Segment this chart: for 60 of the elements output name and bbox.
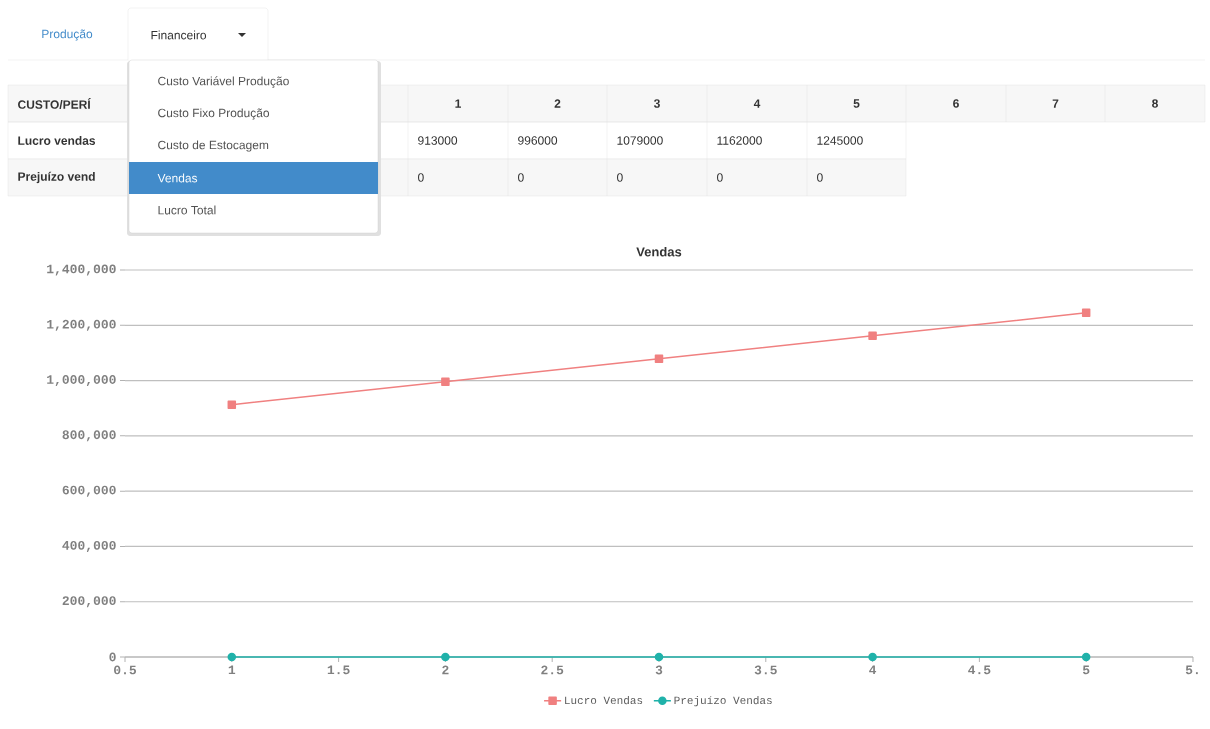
text: 8 (1152, 99, 1158, 108)
x-tick-label: 5. (1185, 665, 1198, 675)
text: 6 (953, 99, 959, 108)
x-tick-label: 3 (655, 665, 663, 675)
point (868, 652, 877, 662)
text: 996000 (518, 136, 558, 145)
text: Produção (42, 29, 93, 41)
x-tick-label: 5 (1082, 665, 1090, 675)
x-tick-label: 2 (442, 665, 449, 675)
x-tick-label: 2.5 (541, 665, 564, 675)
point (654, 354, 664, 363)
y-tick-label: 400,000 (62, 540, 116, 552)
x-tick-label: 4 (869, 665, 877, 675)
x-tick-label: 1 (228, 665, 236, 675)
point (1081, 652, 1091, 662)
text: Vendas (157, 173, 198, 183)
x-tick-label: 3.5 (754, 665, 777, 675)
text: Lucro Total (158, 205, 216, 215)
text: 5 (853, 99, 860, 108)
chart-title: Vendas (636, 246, 682, 257)
text: 0 (717, 173, 723, 182)
text: 2 (554, 99, 561, 108)
y-tick-label: 0 (109, 652, 116, 662)
point (1081, 308, 1091, 318)
text: CUSTO/PERÍ (18, 98, 91, 109)
text: Custo Fixo Produção (158, 108, 270, 120)
text: 0 (817, 173, 823, 182)
x-tick-label: 0.5 (114, 665, 137, 675)
point (868, 331, 877, 341)
point (441, 652, 450, 662)
text: 913000 (418, 136, 458, 145)
text: Financeiro (151, 30, 207, 40)
text: 7 (1052, 99, 1059, 108)
x-tick-label: 4.5 (968, 665, 991, 675)
y-tick-label: 1,000,000 (47, 375, 116, 387)
text: 1079000 (617, 136, 663, 145)
point (227, 400, 237, 409)
text: Custo Variável Produção (158, 76, 289, 88)
y-tick-label: 600,000 (62, 485, 116, 497)
text: 1162000 (717, 136, 762, 145)
legend-label: Prejuízo Vendas (674, 696, 772, 707)
y-tick-label: 1,400,000 (47, 264, 116, 276)
legend-label: Lucro Vendas (565, 696, 643, 705)
x-tick-label: 1.5 (327, 665, 350, 675)
text: Custo de Estocagem (158, 140, 269, 152)
y-tick-label: 800,000 (62, 430, 116, 442)
point (441, 377, 450, 386)
text: 0 (617, 173, 623, 182)
text: 3 (653, 99, 660, 108)
text: Prejuízo vend (18, 171, 95, 184)
text: 0 (518, 173, 524, 182)
point (654, 652, 664, 662)
y-tick-label: 200,000 (62, 596, 116, 608)
text: 1245000 (817, 136, 863, 145)
y-tick-label: 1,200,000 (47, 319, 116, 331)
text: 1 (455, 99, 462, 108)
point (227, 652, 237, 662)
text: Lucro vendas (18, 136, 96, 145)
text: 4 (753, 99, 761, 108)
text: 0 (418, 173, 424, 182)
